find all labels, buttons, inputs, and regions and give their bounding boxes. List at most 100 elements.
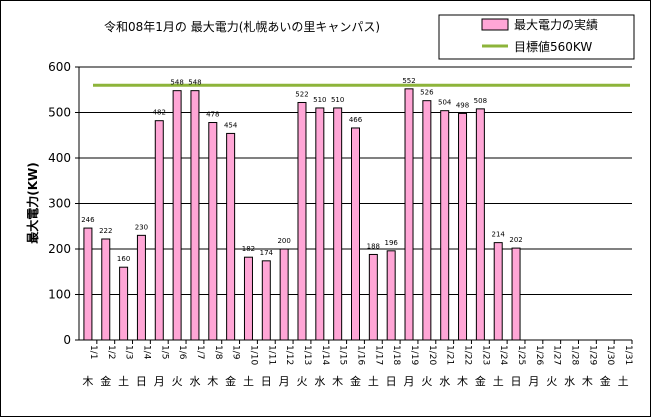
x-weekday-label: 土 <box>118 375 129 388</box>
x-date-label: 1/26 <box>534 345 544 365</box>
bar <box>475 108 485 341</box>
bar-data-label: 526 <box>420 89 434 97</box>
bar <box>101 238 111 341</box>
y-tick-label: 500 <box>48 106 71 120</box>
y-tick-label: 200 <box>48 242 71 256</box>
x-date-label: 1/24 <box>498 345 508 365</box>
bar-data-label: 498 <box>456 101 469 109</box>
bar <box>404 88 414 341</box>
x-date-label: 1/30 <box>605 345 615 365</box>
x-date-label: 1/5 <box>159 345 169 359</box>
x-weekday-label: 木 <box>82 375 93 388</box>
x-weekday-label: 火 <box>421 375 432 388</box>
chart-title: 令和08年1月の 最大電力(札幌あいの里キャンパス) <box>104 19 380 34</box>
bar-data-label: 202 <box>509 236 522 244</box>
x-date-label: 1/12 <box>284 345 294 365</box>
bar-data-label: 200 <box>277 237 290 245</box>
bar-data-label: 466 <box>349 116 363 124</box>
x-date-label: 1/1 <box>88 345 98 359</box>
bar-data-label: 182 <box>242 245 255 253</box>
legend-actual-label: 最大電力の実績 <box>514 17 598 32</box>
y-axis-label: 最大電力(KW) <box>25 162 40 244</box>
x-weekday-label: 月 <box>404 375 415 388</box>
x-weekday-label: 日 <box>386 375 397 388</box>
x-weekday-label: 月 <box>528 375 539 388</box>
bar-data-label: 196 <box>384 239 398 247</box>
legend: 最大電力の実績 目標値560KW <box>438 14 635 60</box>
bar <box>315 107 325 341</box>
bar-data-label: 174 <box>260 249 274 257</box>
x-weekday-label: 日 <box>261 375 272 388</box>
x-date-label: 1/4 <box>141 345 151 360</box>
y-tick-label: 0 <box>63 333 71 347</box>
x-weekday-label: 土 <box>243 375 254 388</box>
x-date-label: 1/10 <box>248 345 258 365</box>
bar <box>368 253 378 341</box>
x-weekday-label: 土 <box>368 375 379 388</box>
x-weekday-label: 土 <box>618 375 629 388</box>
x-date-label: 1/13 <box>302 345 312 365</box>
bar-data-label: 510 <box>331 96 344 104</box>
x-weekday-label: 日 <box>136 375 147 388</box>
x-date-label: 1/21 <box>445 345 455 365</box>
y-tick-label: 400 <box>48 151 71 165</box>
bar <box>511 247 521 341</box>
x-date-label: 1/14 <box>320 345 330 365</box>
bar-data-label: 504 <box>438 99 452 107</box>
bar <box>154 120 164 341</box>
bar <box>190 90 200 341</box>
x-weekday-label: 木 <box>207 375 218 388</box>
bar-data-label: 548 <box>170 79 183 87</box>
x-weekday-label: 木 <box>332 375 343 388</box>
x-date-label: 1/29 <box>587 345 597 365</box>
bar-data-label: 230 <box>135 223 148 231</box>
bar <box>83 227 93 341</box>
x-date-label: 1/9 <box>231 345 241 360</box>
bar-data-label: 548 <box>188 79 201 87</box>
y-tick-label: 300 <box>48 197 71 211</box>
x-weekday-label: 土 <box>493 375 504 388</box>
bar-layer <box>83 88 521 341</box>
x-date-label: 1/16 <box>356 345 366 365</box>
bar <box>386 250 396 341</box>
x-weekday-label: 金 <box>350 374 361 388</box>
x-date-label: 1/17 <box>373 345 383 365</box>
bar <box>119 266 129 341</box>
bar-data-label: 522 <box>295 90 308 98</box>
bar <box>422 100 432 341</box>
bar <box>351 127 360 341</box>
x-date-label: 1/7 <box>195 345 205 359</box>
x-weekday-label: 水 <box>439 375 450 388</box>
bar-data-label: 188 <box>367 242 380 250</box>
bar-data-label: 454 <box>224 121 238 129</box>
x-date-label: 1/15 <box>338 345 348 365</box>
x-date-label: 1/8 <box>213 345 223 360</box>
x-date-label: 1/6 <box>177 345 187 360</box>
x-weekday-label: 木 <box>582 375 593 388</box>
y-tick-label: 600 <box>48 60 71 74</box>
bar <box>440 110 450 341</box>
x-date-label: 1/20 <box>427 345 437 365</box>
legend-target-label: 目標値560KW <box>514 39 592 54</box>
x-weekday-label: 火 <box>172 375 183 388</box>
x-date-label: 1/23 <box>480 345 490 365</box>
x-weekday-label: 金 <box>600 374 611 388</box>
bar <box>458 112 468 341</box>
x-date-label: 1/18 <box>391 345 401 365</box>
bar <box>493 242 503 341</box>
bar <box>297 101 307 341</box>
x-date-label: 1/28 <box>570 345 580 365</box>
legend-bar-swatch <box>481 18 509 31</box>
bar <box>261 260 271 341</box>
x-weekday-label: 金 <box>475 374 486 388</box>
x-weekday-label: 火 <box>296 375 307 388</box>
x-date-label: 1/22 <box>463 345 473 365</box>
x-weekday-label: 火 <box>546 375 557 388</box>
bar-data-label: 478 <box>206 111 219 119</box>
bar-data-label: 508 <box>474 97 487 105</box>
bar-data-label: 246 <box>81 216 95 224</box>
x-weekday-label: 水 <box>314 375 325 388</box>
x-date-label: 1/11 <box>266 345 276 365</box>
bar <box>136 234 146 341</box>
